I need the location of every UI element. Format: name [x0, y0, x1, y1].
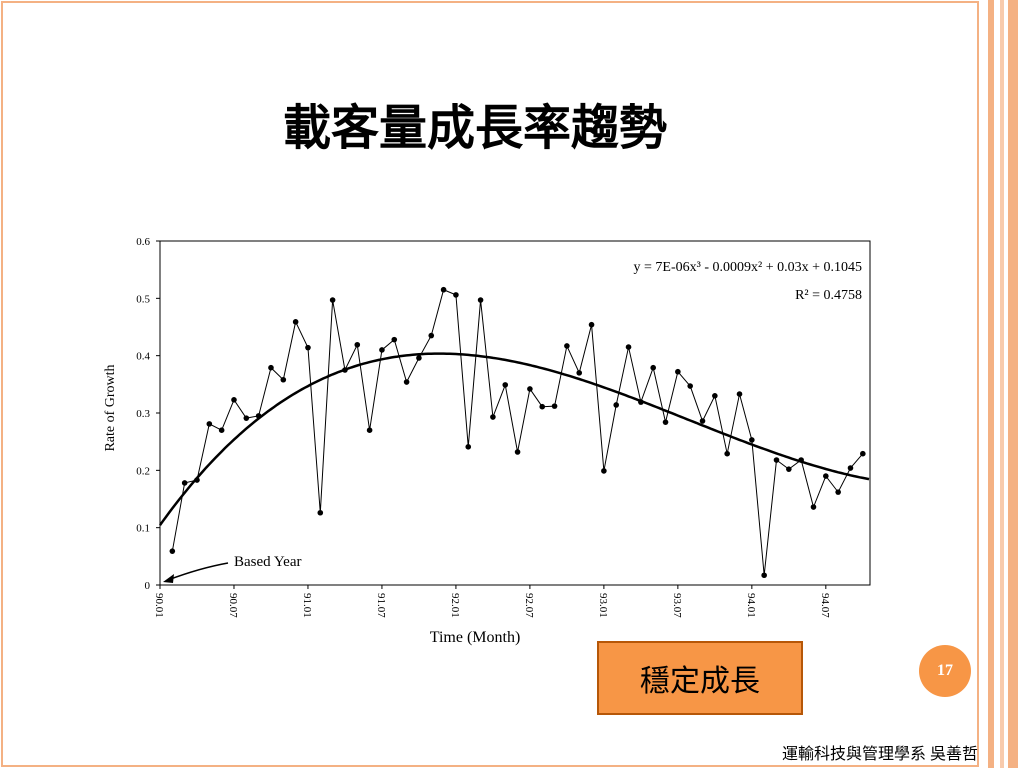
- data-point: [786, 466, 792, 472]
- data-point: [761, 572, 767, 579]
- x-tick-label: 90.01: [153, 593, 165, 618]
- data-point: [749, 437, 755, 443]
- data-point: [416, 355, 422, 361]
- x-tick-label: 92.01: [449, 593, 461, 618]
- data-point: [477, 297, 484, 303]
- data-point: [329, 297, 336, 303]
- data-point: [206, 421, 213, 427]
- data-point: [650, 364, 656, 371]
- y-tick-label: 0.4: [136, 351, 150, 363]
- data-point: [724, 450, 730, 457]
- y-tick-label: 0.6: [136, 236, 150, 248]
- x-tick-label: 94.01: [745, 593, 757, 618]
- footer: 運輸科技與管理學系 吳善哲: [781, 746, 978, 763]
- y-tick-label: 0.5: [136, 293, 150, 305]
- data-point: [798, 457, 804, 463]
- data-point: [231, 397, 237, 403]
- annotation: Based Year: [234, 554, 302, 570]
- data-point: [354, 341, 361, 348]
- x-tick-label: 91.01: [301, 593, 313, 618]
- data-point: [243, 415, 250, 421]
- page-number: 17: [919, 645, 971, 697]
- y-tick-label: 0.3: [136, 408, 150, 420]
- data-point: [527, 386, 533, 392]
- y-tick-label: 0.1: [136, 523, 150, 535]
- y-tick-label: 0.2: [136, 465, 150, 477]
- data-point: [835, 489, 841, 495]
- x-tick-label: 93.01: [597, 593, 609, 618]
- x-tick-label: 90.07: [227, 593, 239, 618]
- border: [1, 1, 979, 767]
- data-point: [255, 413, 262, 419]
- data-point: [453, 292, 459, 298]
- data-point: [712, 393, 718, 399]
- data-point: [847, 465, 854, 471]
- data-point: [514, 449, 521, 455]
- x-tick-label: 91.07: [375, 593, 387, 618]
- data-point: [810, 504, 817, 510]
- slide-title: 載客量成長率趨勢: [282, 102, 667, 155]
- data-point: [699, 418, 706, 424]
- data-point: [613, 402, 620, 408]
- data-point: [638, 399, 644, 405]
- data-point: [687, 383, 693, 389]
- x-tick-label: 92.07: [523, 593, 535, 618]
- data-point: [502, 382, 509, 388]
- r-squared: R² = 0.4758: [795, 288, 862, 303]
- data-point: [576, 370, 583, 376]
- data-point: [366, 427, 373, 434]
- data-point: [860, 450, 866, 457]
- data-point: [317, 509, 324, 516]
- data-point: [169, 548, 176, 554]
- data-point: [564, 343, 570, 349]
- callout: 穩定成長: [597, 641, 803, 715]
- data-point: [403, 379, 410, 385]
- x-tick-label: 93.07: [671, 593, 683, 618]
- data-point: [440, 286, 447, 293]
- data-point: [342, 367, 348, 373]
- arrow-head: [163, 574, 174, 583]
- data-point: [601, 468, 607, 474]
- data-point: [823, 473, 829, 479]
- x-tick-label: 94.07: [819, 593, 831, 618]
- stripe: [1000, 0, 1004, 768]
- data-point: [662, 419, 669, 425]
- data-point: [773, 457, 780, 463]
- annotation-arrow: [167, 562, 229, 581]
- data-point: [268, 364, 274, 371]
- data-point: [551, 403, 558, 409]
- data-line: [171, 289, 864, 576]
- data-point: [675, 368, 681, 375]
- y-tick-label: 0: [145, 580, 151, 592]
- data-point: [490, 414, 496, 420]
- data-point: [428, 332, 435, 339]
- data-point: [465, 444, 472, 450]
- trendline: [158, 352, 870, 526]
- data-point: [292, 319, 299, 325]
- x-axis-label: Time (Month): [430, 629, 521, 646]
- data-point: [391, 336, 398, 343]
- data-point: [194, 477, 200, 483]
- data-point: [588, 321, 595, 328]
- data-point: [218, 427, 225, 434]
- data-point: [736, 391, 743, 397]
- data-point: [379, 347, 385, 353]
- stripe: [1008, 0, 1018, 768]
- data-point: [305, 344, 311, 351]
- stripe: [988, 0, 994, 768]
- data-point: [539, 403, 546, 410]
- data-point: [181, 480, 188, 486]
- data-point: [280, 376, 287, 383]
- y-axis-label: Rate of Growth: [103, 364, 118, 451]
- data-point: [625, 344, 632, 350]
- equation: y = 7E-06x³ - 0.0009x² + 0.03x + 0.1045: [634, 260, 862, 275]
